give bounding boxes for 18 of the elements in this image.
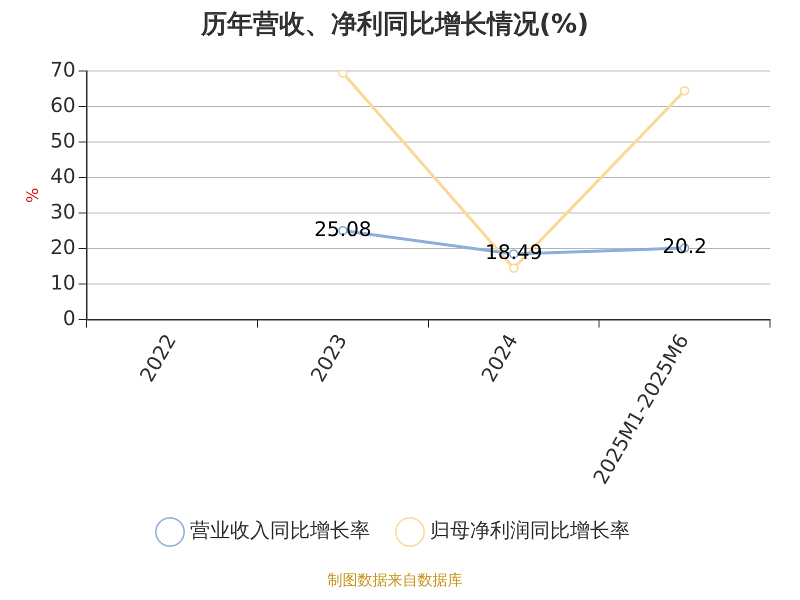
y-tick-label: 40 [50, 164, 76, 188]
y-tick-label: 30 [50, 199, 76, 224]
y-axis-title: % [22, 188, 42, 204]
point [680, 86, 690, 96]
data-label: 18.49 [485, 240, 542, 264]
legend-label: 归母净利润同比增长率 [430, 518, 630, 542]
y-tick-label: 70 [50, 57, 76, 82]
data-label: 20.2 [662, 234, 707, 258]
point [508, 263, 518, 273]
y-tick-label: 0 [62, 306, 76, 330]
y-tick-label: 10 [50, 270, 76, 294]
legend-label: 营业收入同比增长率 [190, 518, 370, 542]
y-tick-label: 20 [50, 234, 76, 259]
chart-title: 历年营收、净利同比增长情况(%) [200, 9, 589, 40]
y-tick-label: 50 [50, 128, 76, 152]
text: 制图数据来自数据库 [328, 570, 462, 589]
data-label: 25.08 [314, 216, 372, 241]
y-tick-label: 60 [50, 92, 76, 117]
